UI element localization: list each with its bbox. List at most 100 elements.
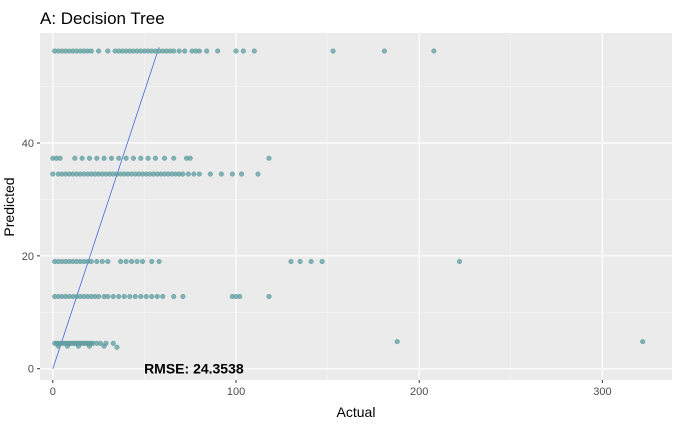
data-point (240, 48, 246, 54)
data-point (129, 258, 135, 265)
data-point (196, 171, 202, 177)
x-tick-label: 0 (50, 386, 56, 398)
data-point (94, 155, 100, 161)
data-point (431, 48, 437, 54)
data-point (176, 48, 182, 54)
rmse-annotation: RMSE: 24.3538 (144, 361, 244, 377)
data-point (64, 343, 71, 349)
data-point (72, 155, 78, 161)
data-point (204, 48, 210, 54)
data-point (108, 155, 114, 161)
data-point (88, 48, 94, 54)
data-point (207, 171, 213, 177)
data-point (218, 171, 224, 177)
data-point (123, 258, 129, 265)
data-point (156, 258, 162, 265)
data-point (86, 343, 93, 349)
x-tick-label: 100 (227, 386, 245, 398)
data-point (105, 48, 111, 54)
data-point (171, 155, 177, 161)
data-point (116, 155, 122, 161)
data-point (138, 155, 144, 161)
data-point (160, 293, 166, 300)
data-point (143, 293, 149, 300)
data-point (182, 48, 188, 54)
data-point (191, 171, 197, 177)
data-points (50, 48, 646, 350)
data-point (94, 258, 100, 265)
data-point (297, 258, 303, 265)
data-point (123, 155, 129, 161)
data-point (114, 344, 120, 350)
y-tick-label: 40 (22, 138, 34, 150)
chart-title: A: Decision Tree (40, 9, 165, 28)
data-point (229, 171, 235, 177)
data-point (121, 293, 127, 300)
data-point (381, 48, 387, 54)
data-point (55, 343, 61, 349)
data-point (96, 48, 102, 54)
data-point (251, 48, 257, 54)
data-point (149, 293, 155, 300)
data-point (97, 340, 104, 346)
grid-lines (40, 33, 672, 380)
data-point (187, 155, 193, 161)
y-tick-label: 0 (28, 364, 34, 376)
x-axis-title: Actual (337, 404, 376, 420)
x-axis-ticks: 0 100 200 300 (50, 380, 612, 398)
reference-line (52, 46, 160, 369)
data-point (88, 258, 94, 265)
data-point (171, 293, 177, 300)
x-tick-label: 200 (410, 386, 428, 398)
data-point (180, 293, 186, 300)
data-point (99, 258, 105, 265)
data-point (96, 293, 102, 300)
data-point (215, 48, 221, 54)
data-point (138, 293, 144, 300)
data-point (319, 258, 325, 265)
data-point (118, 258, 124, 265)
data-point (196, 48, 202, 54)
data-point (456, 258, 463, 265)
data-point (116, 293, 122, 300)
data-point (105, 258, 111, 265)
data-point (640, 339, 646, 345)
y-axis-title: Predicted (1, 177, 17, 236)
data-point (75, 343, 82, 349)
data-point (394, 339, 400, 345)
y-tick-label: 20 (22, 251, 34, 263)
data-point (330, 48, 336, 54)
data-point (140, 258, 146, 265)
data-point (127, 293, 133, 300)
data-point (101, 155, 107, 161)
data-point (130, 155, 136, 161)
data-point (110, 293, 116, 300)
data-point (50, 171, 56, 177)
data-point (288, 258, 294, 265)
data-point (86, 155, 93, 161)
data-point (132, 293, 138, 300)
data-point (233, 48, 239, 54)
data-point (171, 48, 177, 54)
data-point (145, 155, 151, 161)
data-point (255, 171, 261, 177)
data-point (185, 171, 191, 177)
x-tick-label: 300 (593, 386, 611, 398)
plot-panel (40, 33, 672, 380)
data-point (238, 171, 245, 177)
data-point (79, 155, 85, 161)
data-point (101, 343, 107, 349)
data-point (237, 293, 243, 300)
data-point (110, 340, 116, 346)
data-point (162, 155, 168, 161)
data-point (308, 258, 314, 265)
data-point (149, 258, 155, 265)
y-axis-ticks: 0 20 40 (22, 138, 40, 376)
data-point (180, 171, 186, 177)
data-point (152, 155, 158, 161)
data-point (266, 293, 272, 300)
data-point (154, 293, 160, 300)
data-point (57, 155, 63, 161)
data-point (134, 258, 140, 265)
